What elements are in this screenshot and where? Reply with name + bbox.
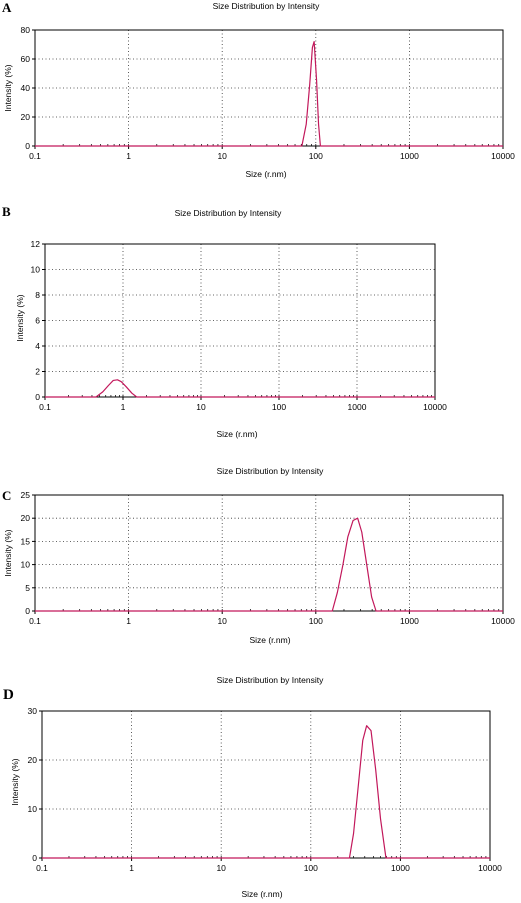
x-tick-label: 10 <box>217 616 227 626</box>
x-ticks-c: 0.1 1 10 100 1000 10000 <box>29 611 515 626</box>
x-tick-label: 10 <box>196 402 206 412</box>
x-tick-label: 0.1 <box>29 151 41 161</box>
y-ticks-d: 0 10 20 30 <box>28 706 42 863</box>
x-tick-label: 1000 <box>400 616 419 626</box>
plot-frame-d <box>41 710 491 859</box>
y-axis-label-b: Intensity (%) <box>15 294 25 341</box>
y-axis-label-c: Intensity (%) <box>3 529 13 576</box>
x-tick-label: 1000 <box>391 863 410 873</box>
y-tick-label: 0 <box>25 141 30 151</box>
y-tick-label: 5 <box>25 583 30 593</box>
y-tick-label: 4 <box>35 341 40 351</box>
x-axis-label-b: Size (r.nm) <box>216 429 257 439</box>
y-tick-label: 25 <box>21 490 31 500</box>
x-tick-label: 10 <box>216 863 226 873</box>
y-ticks-a: 0 20 40 60 80 <box>21 25 35 151</box>
x-axis-label-a: Size (r.nm) <box>245 169 286 179</box>
y-axis-label-a: Intensity (%) <box>3 64 13 111</box>
x-tick-label: 1 <box>121 402 126 412</box>
y-tick-label: 0 <box>35 392 40 402</box>
y-tick-label: 0 <box>32 853 37 863</box>
x-tick-label: 1 <box>129 863 134 873</box>
y-tick-label: 80 <box>21 25 31 35</box>
x-axis-label-c: Size (r.nm) <box>249 635 290 645</box>
y-tick-label: 6 <box>35 316 40 326</box>
chart-title-a: Size Distribution by Intensity <box>213 1 321 11</box>
y-tick-label: 0 <box>25 606 30 616</box>
chart-title-d: Size Distribution by Intensity <box>217 675 325 685</box>
y-ticks-c: 0 5 10 15 20 25 <box>21 490 35 616</box>
x-tick-label: 10000 <box>478 863 502 873</box>
y-tick-label: 12 <box>31 239 41 249</box>
x-tick-label: 0.1 <box>29 616 41 626</box>
panel-a: A Size Distribution by Intensity Size (r… <box>2 0 515 179</box>
series-line-b <box>45 379 435 398</box>
y-ticks-b: 0 2 4 6 8 10 12 <box>31 239 45 402</box>
plot-frame-c <box>34 494 504 612</box>
y-tick-label: 20 <box>21 513 31 523</box>
panel-label-b: B <box>2 204 11 219</box>
x-tick-label: 10 <box>217 151 227 161</box>
x-tick-label: 10000 <box>423 402 447 412</box>
y-tick-label: 40 <box>21 83 31 93</box>
grid-a <box>35 30 503 146</box>
x-tick-label: 100 <box>272 402 286 412</box>
panel-d: D Size Distribution by Intensity Size (r… <box>3 675 502 899</box>
y-tick-label: 30 <box>28 706 38 716</box>
series-line-d <box>42 725 490 859</box>
x-ticks-b: 0.1 1 10 100 1000 10000 <box>39 397 447 412</box>
panel-b: B Size Distribution by Intensity Size (r… <box>2 204 447 439</box>
x-tick-label: 10000 <box>491 151 515 161</box>
x-tick-label: 0.1 <box>36 863 48 873</box>
y-tick-label: 60 <box>21 54 31 64</box>
plot-frame-b <box>44 243 436 398</box>
x-tick-label: 1000 <box>348 402 367 412</box>
panel-label-a: A <box>2 0 12 15</box>
panel-c: C Size Distribution by Intensity Size (r… <box>2 466 515 645</box>
x-tick-label: 100 <box>304 863 318 873</box>
x-tick-label: 0.1 <box>39 402 51 412</box>
y-tick-label: 2 <box>35 367 40 377</box>
y-tick-label: 8 <box>35 290 40 300</box>
series-line-a <box>35 40 503 147</box>
x-tick-label: 100 <box>309 616 323 626</box>
x-tick-label: 1000 <box>400 151 419 161</box>
y-tick-label: 10 <box>31 265 41 275</box>
chart-title-b: Size Distribution by Intensity <box>175 208 283 218</box>
series-line-c <box>35 517 503 612</box>
y-tick-label: 10 <box>21 560 31 570</box>
x-ticks-d: 0.1 1 10 100 1000 10000 <box>36 858 502 873</box>
y-tick-label: 15 <box>21 536 31 546</box>
grid-d <box>42 711 490 858</box>
y-axis-label-d: Intensity (%) <box>10 758 20 805</box>
y-tick-label: 20 <box>21 112 31 122</box>
x-tick-label: 100 <box>309 151 323 161</box>
grid-c <box>35 495 503 611</box>
x-axis-label-d: Size (r.nm) <box>241 889 282 899</box>
grid-b <box>45 244 435 397</box>
y-tick-label: 10 <box>28 804 38 814</box>
chart-title-c: Size Distribution by Intensity <box>217 466 325 476</box>
x-tick-label: 10000 <box>491 616 515 626</box>
x-tick-label: 1 <box>126 616 131 626</box>
panel-label-d: D <box>3 687 14 703</box>
x-tick-label: 1 <box>126 151 131 161</box>
panel-label-c: C <box>2 488 11 503</box>
x-ticks-a: 0.1 1 10 100 1000 10000 <box>29 146 515 161</box>
y-tick-label: 20 <box>28 755 38 765</box>
